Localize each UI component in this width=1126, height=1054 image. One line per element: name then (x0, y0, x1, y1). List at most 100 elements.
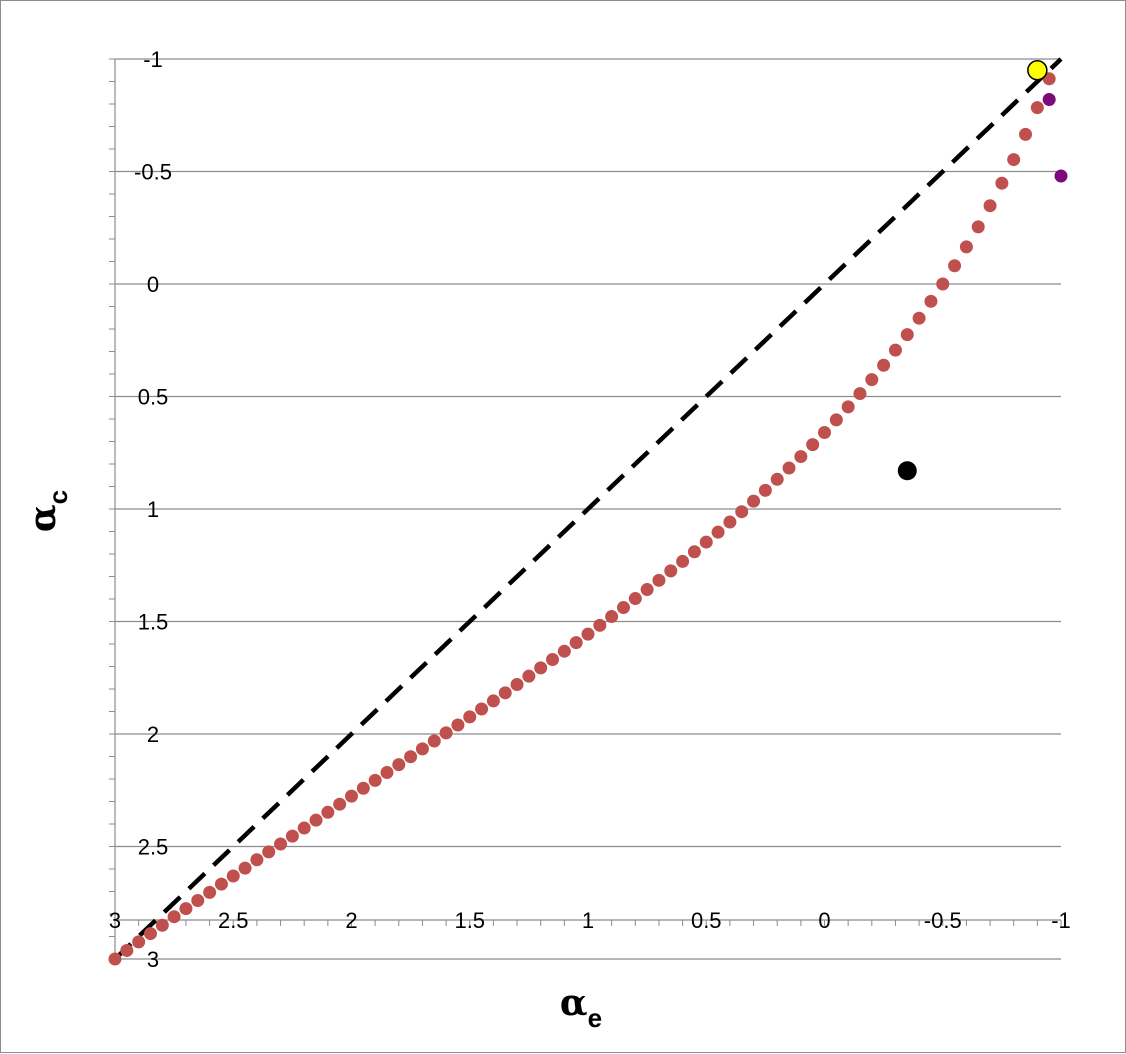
data-point (569, 636, 583, 650)
data-point (321, 805, 335, 819)
x-axis (114, 919, 1062, 926)
data-point (143, 927, 157, 941)
data-point (877, 358, 891, 372)
y-tick-label: 3 (147, 947, 159, 972)
data-point (971, 220, 985, 234)
data-point (1030, 101, 1044, 115)
data-point (628, 592, 642, 606)
data-point (818, 426, 831, 439)
tick-labels: -1 -0.5 0 0.5 1 1.5 2 2.5 3 3 2.5 2 1.5 1 0.5 0 -0.5 -1 (109, 47, 1071, 972)
data-point (120, 943, 134, 957)
data-point (711, 525, 725, 539)
data-point (794, 450, 808, 464)
x-axis-title-subscript: e (588, 1003, 602, 1033)
data-point (214, 877, 228, 891)
data-point (108, 952, 122, 966)
data-point (853, 387, 867, 401)
data-point (285, 829, 299, 843)
data-point (557, 644, 571, 658)
y-axis-title-symbol: α (22, 504, 64, 532)
data-point (250, 853, 264, 867)
data-point (1054, 169, 1068, 183)
data-point (605, 610, 619, 624)
data-point (179, 902, 193, 916)
y-tick-label: -1 (143, 47, 163, 72)
data-point (640, 583, 654, 597)
data-point (546, 653, 560, 667)
data-point (309, 813, 323, 827)
data-point (297, 821, 311, 835)
data-point (948, 259, 962, 273)
data-point (1019, 127, 1033, 141)
data-point (1007, 153, 1021, 167)
data-point (226, 869, 240, 883)
x-tick-label: 2.5 (218, 908, 249, 933)
data-point (770, 472, 784, 486)
data-point (723, 515, 737, 529)
data-point (155, 918, 169, 932)
data-point (676, 554, 690, 568)
x-tick-label: 2 (345, 908, 357, 933)
data-point (203, 885, 217, 899)
data-point (841, 400, 855, 414)
y-axis-title-subscript: c (43, 490, 73, 504)
y-tick-label: 2.5 (138, 835, 169, 860)
data-point (415, 742, 429, 756)
data-point (534, 661, 548, 675)
data-point (735, 505, 749, 519)
x-axis-title-symbol: α (560, 982, 588, 1024)
data-point (439, 726, 453, 740)
data-point (380, 765, 394, 779)
x-tick-label: 0 (818, 908, 830, 933)
data-point (486, 694, 500, 708)
data-point (865, 373, 879, 387)
y-tick-label: 0 (147, 272, 159, 297)
data-point (593, 618, 607, 632)
data-point (581, 627, 595, 641)
data-point (167, 910, 181, 924)
data-point (427, 734, 441, 748)
data-point (1042, 93, 1056, 106)
data-point (262, 845, 276, 859)
data-point (463, 710, 477, 724)
data-point (699, 535, 713, 549)
data-point (333, 797, 347, 811)
data-point (983, 199, 997, 213)
data-point (238, 861, 252, 875)
y-axis-title-group: αc (22, 490, 73, 532)
x-tick-label: 3 (109, 908, 121, 933)
data-point (747, 494, 761, 508)
y-axis-title: αc (22, 490, 73, 532)
data-point (368, 773, 382, 787)
plot-area (108, 57, 1068, 966)
data-point (806, 438, 820, 452)
data-point (912, 311, 926, 325)
data-point (392, 758, 406, 772)
data-point (652, 573, 666, 587)
x-tick-label: 1 (582, 908, 594, 933)
data-point (132, 935, 146, 949)
y-tick-label: 2 (147, 722, 159, 747)
y-axis (109, 58, 116, 960)
data-point (522, 669, 536, 683)
x-tick-label: -0.5 (924, 908, 962, 933)
y-tick-label: 1 (147, 497, 159, 522)
x-axis-title: αe (560, 982, 602, 1033)
data-point (274, 837, 288, 851)
data-point (1027, 60, 1048, 81)
data-point (924, 294, 938, 308)
data-point (356, 781, 370, 795)
data-point (782, 461, 796, 475)
y-tick-label: -0.5 (134, 160, 172, 185)
x-tick-label: 1.5 (454, 908, 485, 933)
data-point (959, 240, 973, 254)
data-point (888, 343, 902, 357)
identity-dashed-line (113, 57, 1063, 961)
data-point (995, 176, 1009, 190)
x-tick-label: 0.5 (691, 908, 722, 933)
data-point (758, 483, 772, 497)
data-point (616, 601, 630, 615)
data-point (664, 564, 678, 578)
